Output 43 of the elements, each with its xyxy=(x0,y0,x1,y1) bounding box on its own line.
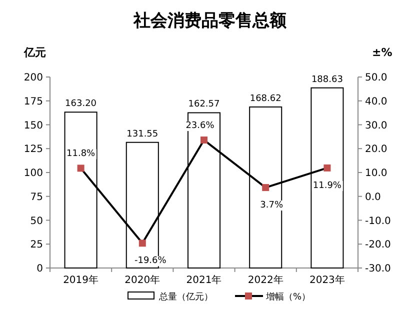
data-label: 11.9% xyxy=(312,180,342,191)
y-tick-label: 175 xyxy=(24,96,43,108)
y2-tick-label: 0.0 xyxy=(365,192,381,203)
data-label: 3.7% xyxy=(260,200,284,211)
y-tick-label: 50 xyxy=(30,216,43,227)
y-tick-label: 150 xyxy=(24,120,43,132)
data-label: 23.6% xyxy=(186,121,215,132)
y-tick-label: 0 xyxy=(36,264,43,274)
x-tick-label: 2023年 xyxy=(309,274,345,286)
y-axis-title: 亿元 xyxy=(23,46,46,59)
legend-label: 总量（亿元） xyxy=(158,292,213,302)
x-tick-label: 2019年 xyxy=(63,274,99,286)
y2-axis-title: ±% xyxy=(372,46,392,59)
data-label: 11.8% xyxy=(66,149,96,160)
y-tick-label: 75 xyxy=(30,192,43,203)
data-label: 131.55 xyxy=(126,129,158,140)
point xyxy=(138,240,146,247)
data-label: 163.20 xyxy=(65,99,97,110)
y-tick-label: 100 xyxy=(24,168,43,179)
data-label: 188.63 xyxy=(311,74,343,85)
point xyxy=(200,136,208,144)
y2-tick-label: 40.0 xyxy=(365,96,388,108)
y2-tick-label: -30.0 xyxy=(365,264,391,274)
x-tick-label: 2020年 xyxy=(124,274,160,286)
point xyxy=(262,184,270,192)
data-label: 168.62 xyxy=(250,94,282,104)
legend-label: 增幅（%） xyxy=(265,292,311,302)
data-label: 162.57 xyxy=(188,100,220,110)
y2-tick-label: 10.0 xyxy=(365,168,388,179)
y2-tick-label: 30.0 xyxy=(365,120,388,132)
chart-title: 社会消费品零售总额 xyxy=(132,11,288,31)
x-tick-label: 2022年 xyxy=(248,274,284,286)
x-tick-label: 2021年 xyxy=(186,274,222,286)
data-label: -19.6% xyxy=(134,256,167,266)
y2-tick-label: 50.0 xyxy=(365,72,388,84)
y-tick-label: 25 xyxy=(30,240,43,251)
y2-tick-label: -20.0 xyxy=(365,240,391,251)
y2-tick-label: -10.0 xyxy=(365,216,391,227)
point xyxy=(77,164,84,172)
y-tick-label: 125 xyxy=(24,144,43,156)
point xyxy=(324,164,331,172)
y-tick-label: 200 xyxy=(24,72,43,84)
y2-tick-label: 20.0 xyxy=(365,144,388,156)
